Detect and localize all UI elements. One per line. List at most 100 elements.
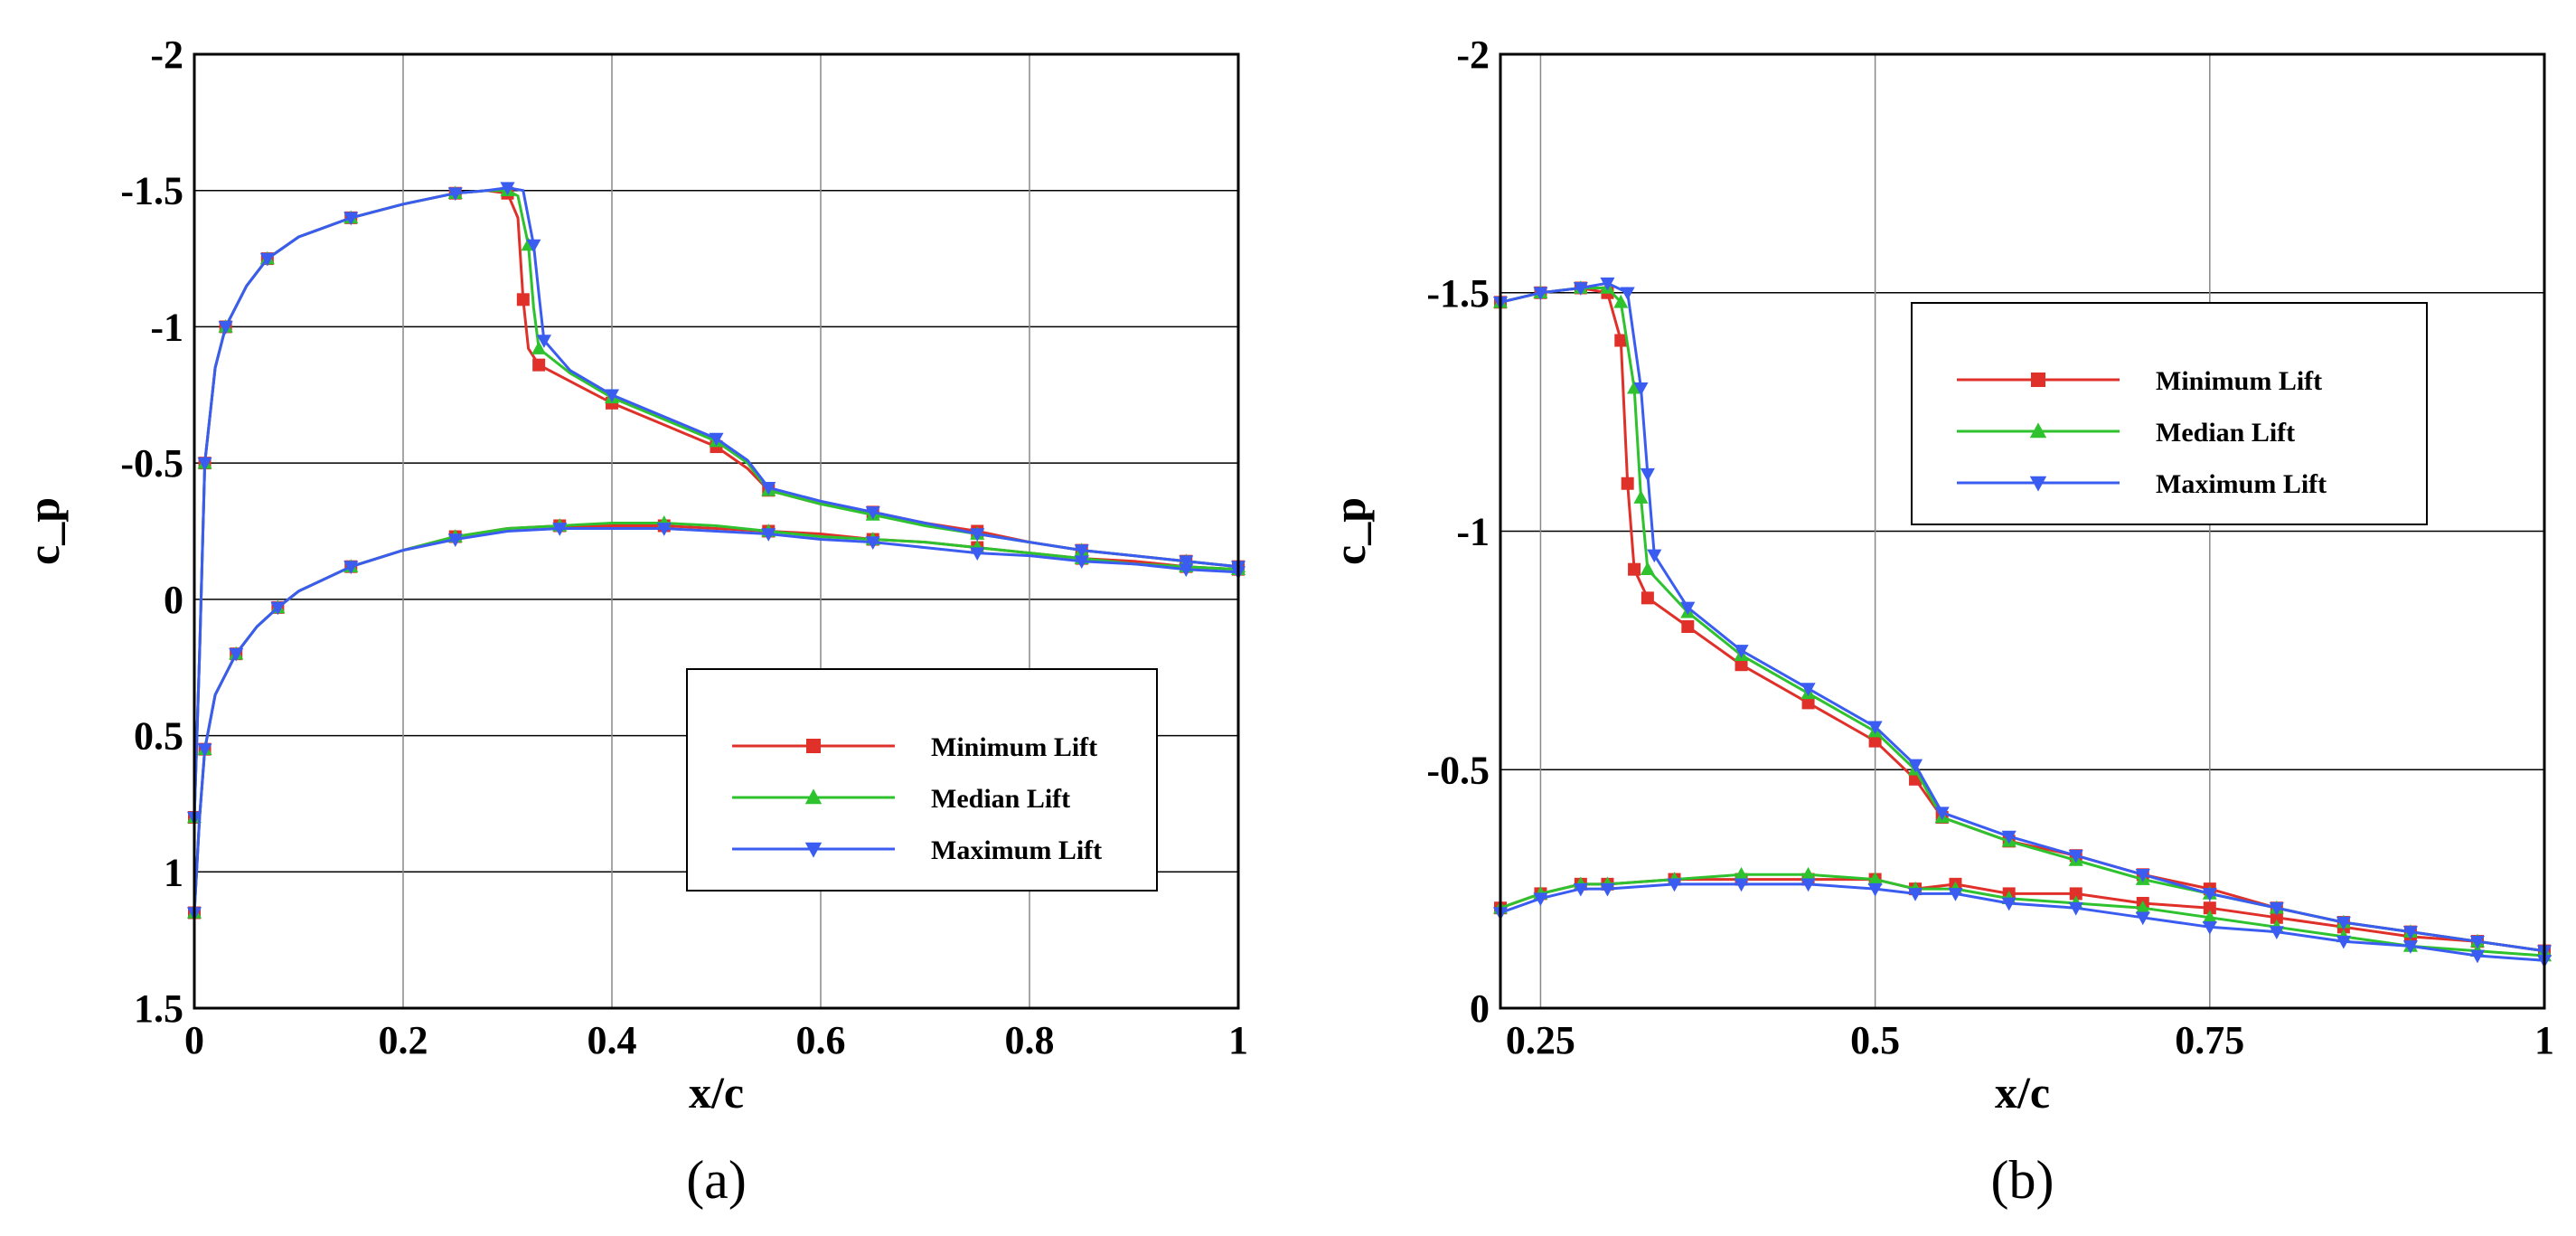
data-point <box>604 389 620 403</box>
data-point <box>218 321 233 335</box>
data-point <box>1868 734 1882 748</box>
data-point <box>2336 916 2351 930</box>
data-point <box>1647 549 1662 563</box>
data-point <box>1533 287 1548 301</box>
legend-entry: Minimum Lift <box>2156 366 2322 396</box>
series-line-upper <box>193 186 1239 818</box>
data-point <box>2135 869 2150 882</box>
legend-entry: Maximum Lift <box>2156 469 2327 499</box>
data-point <box>1621 476 1634 490</box>
data-point <box>1620 287 1635 301</box>
data-point <box>1600 277 1615 291</box>
legend-box <box>1911 302 2428 525</box>
data-point <box>2469 949 2486 964</box>
data-point <box>2269 926 2284 939</box>
x-tick-label: 0.2 <box>379 1018 428 1062</box>
x-tick-label: 0.4 <box>588 1018 637 1062</box>
y-tick-label: -2 <box>150 33 183 77</box>
y-tick-label: -0.5 <box>1426 748 1490 792</box>
x-tick-label: 0.25 <box>1506 1018 1575 1062</box>
data-point <box>1640 467 1655 482</box>
data-point <box>259 252 275 267</box>
data-point <box>1907 759 1923 773</box>
legend: Minimum Lift Median Lift Maximum Lift <box>1911 302 2428 525</box>
data-point <box>1533 892 1548 907</box>
legend-swatch-marker <box>804 788 823 805</box>
data-point <box>1573 282 1588 296</box>
y-tick-label: -0.5 <box>120 441 183 486</box>
data-point <box>2269 901 2284 916</box>
data-point <box>2402 926 2418 939</box>
x-tick-label: 0.75 <box>2175 1018 2244 1062</box>
data-point <box>1633 382 1649 396</box>
data-point <box>2202 921 2217 935</box>
data-point <box>2202 888 2217 901</box>
data-point <box>1934 807 1950 821</box>
data-point <box>1640 561 1655 575</box>
panel-label: (a) <box>686 1150 747 1210</box>
data-point <box>197 457 212 471</box>
y-tick-label: 0 <box>164 578 183 622</box>
y-tick-label: -1 <box>1456 510 1490 554</box>
data-point <box>1627 380 1642 394</box>
data-point <box>970 528 985 542</box>
y-axis-label: c_p <box>1324 497 1375 565</box>
y-tick-label: -2 <box>1456 33 1490 77</box>
data-point <box>2270 910 2283 924</box>
y-tick-label: -1.5 <box>1426 271 1490 316</box>
data-point <box>1179 563 1194 578</box>
legend-box <box>686 668 1158 892</box>
data-point <box>1179 555 1194 570</box>
data-point <box>1867 721 1883 735</box>
data-point <box>229 647 244 662</box>
x-tick-label: 0.8 <box>1005 1018 1055 1062</box>
series-line-lower <box>1500 878 2545 953</box>
data-point <box>2203 901 2216 915</box>
data-point <box>1800 683 1816 696</box>
data-point <box>1600 882 1615 897</box>
data-point <box>1734 866 1749 881</box>
data-point <box>2001 830 2017 844</box>
plot-frame <box>193 52 1240 1010</box>
legend-entry: Median Lift <box>931 784 1070 814</box>
series-line-lower <box>1500 882 2545 962</box>
x-tick-label: 0.6 <box>796 1018 846 1062</box>
data-point <box>343 561 359 575</box>
data-point <box>197 743 212 758</box>
y-tick-label: -1.5 <box>120 169 183 213</box>
x-tick-label: 0.5 <box>1850 1018 1900 1062</box>
x-axis-label: x/c <box>689 1067 744 1118</box>
data-point <box>656 523 672 536</box>
data-point <box>500 182 515 196</box>
x-tick-label: 1 <box>1228 1018 1248 1062</box>
y-tick-label: -1 <box>150 305 183 349</box>
data-point <box>1867 882 1883 897</box>
data-point <box>2068 901 2083 916</box>
legend-entry: Minimum Lift <box>931 732 1097 762</box>
data-point <box>1074 544 1089 558</box>
data-point <box>2069 887 2082 901</box>
data-point <box>343 212 359 226</box>
legend-entry: Maximum Lift <box>931 835 1102 865</box>
data-point <box>526 239 541 253</box>
data-point <box>2068 849 2083 863</box>
data-point <box>1800 878 1816 892</box>
data-point <box>270 601 286 616</box>
legend-swatch-marker <box>806 739 821 753</box>
data-point <box>1614 334 1628 347</box>
data-point <box>1801 696 1815 710</box>
data-point <box>1667 878 1682 892</box>
legend-swatch-marker <box>804 842 823 858</box>
panel-label: (b) <box>1991 1150 2054 1210</box>
data-point <box>2202 910 2217 924</box>
plot-frame <box>1499 52 2546 1010</box>
data-point <box>1641 591 1654 605</box>
data-point <box>552 523 568 536</box>
data-point <box>2336 935 2351 949</box>
data-point <box>761 528 776 542</box>
data-point <box>709 432 724 447</box>
data-point <box>761 481 776 495</box>
y-axis-label: c_p <box>18 497 69 565</box>
data-point <box>865 506 880 520</box>
chart-panel-b: -2 -1.5 -1 -0.5 0 0.25 0.5 0.75 1 x/c c_p (b) Minimu… <box>1324 33 2554 1210</box>
